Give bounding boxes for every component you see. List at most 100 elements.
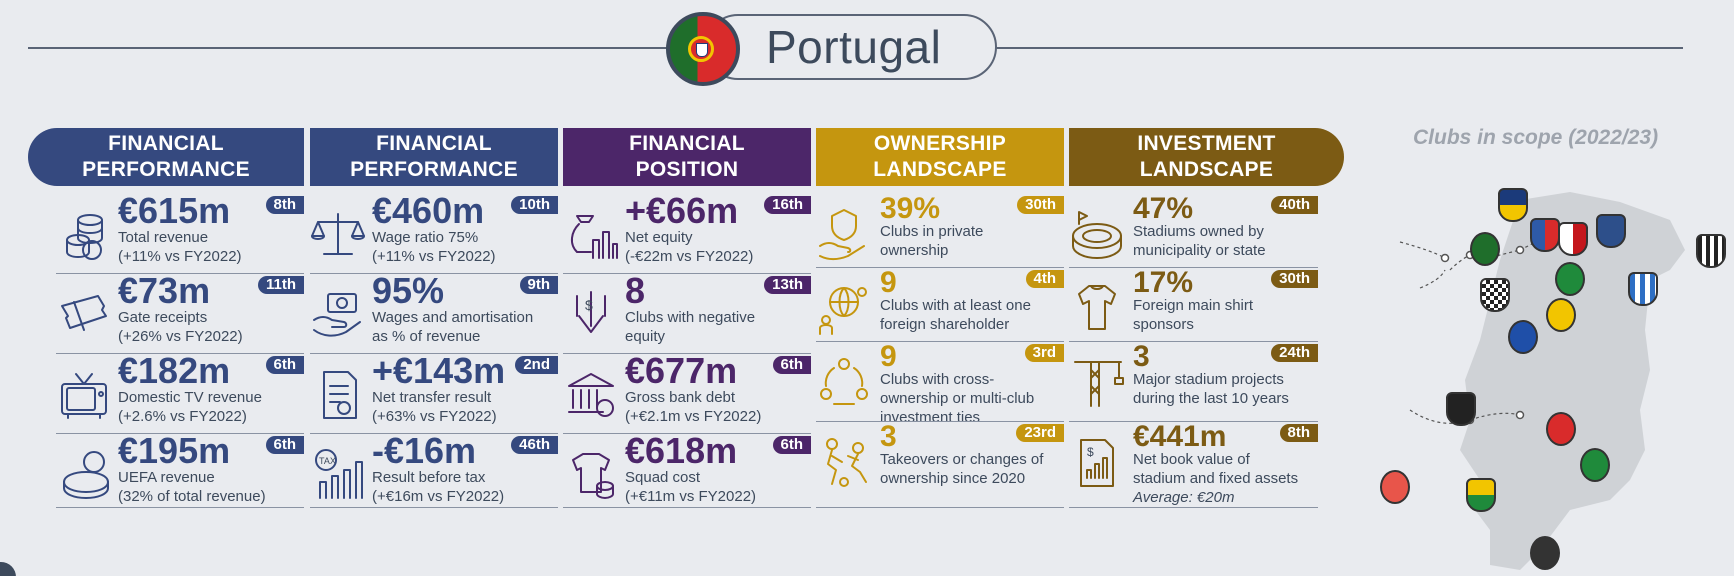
- kpi-row: €195m 6th UEFA revenue (32% of total revenu…: [56, 432, 304, 508]
- kpi-value: +€143m: [372, 350, 506, 391]
- rank-badge: 24th: [1271, 344, 1318, 362]
- club-crest-icon: [1530, 218, 1560, 252]
- club-crest-icon: [1555, 262, 1585, 296]
- kpi-row: 95% 9th Wages and amortisation as % of reve…: [310, 272, 558, 354]
- money-bag-chart-icon: [563, 206, 619, 262]
- globe-people-icon: [816, 280, 872, 336]
- kpi-row: €618m 6th Squad cost (+€11m vs FY2022): [563, 432, 811, 508]
- row-divider: [56, 352, 304, 354]
- rank-badge: 40th: [1271, 196, 1318, 214]
- kpi-description-line-2: (-€22m vs FY2022): [625, 248, 754, 265]
- kpi-value: 3: [880, 420, 897, 453]
- corner-decoration: [0, 562, 16, 576]
- shirt-icon: [1069, 280, 1125, 336]
- row-divider: [563, 352, 811, 354]
- kpi-description-line-1: Clubs in private: [880, 223, 984, 240]
- rank-badge: 9th: [519, 276, 558, 294]
- kpi-row: TAX -€16m 46th Result before tax (+€16m vs F…: [310, 432, 558, 508]
- kpi-row: 47% 40th Stadiums owned by municipality or …: [1069, 192, 1318, 268]
- club-crest-icon: [1470, 232, 1500, 266]
- row-divider: [816, 266, 1064, 268]
- television-icon: [56, 366, 112, 422]
- kpi-description-line-2: (+2.6% vs FY2022): [118, 408, 247, 425]
- document-icon: [310, 366, 366, 422]
- header-label: FINANCIAL PERFORMANCE: [350, 132, 518, 181]
- row-divider: [816, 506, 1064, 508]
- kpi-description-line-1: Major stadium projects: [1133, 371, 1284, 388]
- header-financial-performance-2: FINANCIAL PERFORMANCE: [310, 128, 558, 186]
- coins-icon: [56, 206, 112, 262]
- kpi-description-line-2: foreign shareholder: [880, 316, 1010, 333]
- kpi-description-line-1: Result before tax: [372, 469, 486, 486]
- club-crest-icon: [1596, 214, 1626, 248]
- kpi-description-line-2: as % of revenue: [372, 328, 481, 345]
- club-crest-icon: [1546, 298, 1576, 332]
- title-pill: [705, 14, 997, 80]
- document-chart-icon: $: [1069, 434, 1125, 490]
- svg-text:TAX: TAX: [319, 456, 336, 466]
- title-line-right: [995, 47, 1683, 49]
- row-divider: [1069, 340, 1318, 342]
- club-crest-icon: [1530, 536, 1560, 570]
- kpi-description-line-2: equity: [625, 328, 666, 345]
- club-crest-icon: [1696, 234, 1726, 268]
- kpi-description-line-1: Takeovers or changes of: [880, 451, 1044, 468]
- kpi-value: 39%: [880, 192, 941, 225]
- header-label: OWNERSHIP LANDSCAPE: [873, 132, 1007, 181]
- svg-text:$: $: [1087, 445, 1094, 459]
- kpi-description-line-1: Net book value of: [1133, 451, 1250, 468]
- header-investment-landscape: INVESTMENT LANDSCAPE: [1069, 128, 1344, 186]
- kpi-value: 47%: [1133, 192, 1194, 225]
- header-ownership-landscape: OWNERSHIP LANDSCAPE: [816, 128, 1064, 186]
- row-divider: [563, 432, 811, 434]
- row-divider: [310, 506, 558, 508]
- hand-money-icon: [310, 286, 366, 342]
- kpi-description-line-2: ownership: [880, 242, 949, 259]
- kpi-row: 9 4th Clubs with at least one foreign share…: [816, 266, 1064, 342]
- crane-icon: [1069, 354, 1125, 410]
- club-crest-icon: [1546, 412, 1576, 446]
- kpi-description-line-2: (32% of total revenue): [118, 488, 266, 505]
- club-crest-icon: [1580, 448, 1610, 482]
- kpi-row: 9 3rd Clubs with cross-ownership or multi-…: [816, 340, 1064, 426]
- header-financial-position: FINANCIAL POSITION: [563, 128, 811, 186]
- rank-badge: 6th: [265, 436, 304, 454]
- portugal-flag-icon: [666, 12, 740, 86]
- kpi-description-line-1: Squad cost: [625, 469, 701, 486]
- kpi-description-line-1: Clubs with at least one: [880, 297, 1031, 314]
- kpi-row: 3 24th Major stadium projects during the la…: [1069, 340, 1318, 422]
- header-label: FINANCIAL PERFORMANCE: [82, 132, 250, 181]
- kpi-description-line-1: Stadiums owned by: [1133, 223, 1264, 240]
- rank-badge: 2nd: [515, 356, 558, 374]
- club-crest-icon: [1446, 392, 1476, 426]
- rank-badge: 30th: [1017, 196, 1064, 214]
- kpi-value: €73m: [118, 270, 211, 311]
- rank-badge: 46th: [511, 436, 558, 454]
- kpi-value: €677m: [625, 350, 738, 391]
- kpi-value: 17%: [1133, 266, 1194, 299]
- kpi-row: 39% 30th Clubs in private ownership: [816, 192, 1064, 268]
- rank-badge: 11th: [257, 276, 304, 294]
- bank-icon: [563, 366, 619, 422]
- kpi-description-line-2: (+€2.1m vs FY2022): [625, 408, 762, 425]
- rank-badge: 4th: [1025, 270, 1064, 288]
- kpi-description-line-3: Average: €20m: [1133, 489, 1235, 506]
- row-divider: [310, 272, 558, 274]
- kpi-description-line-2: sponsors: [1133, 316, 1194, 333]
- kpi-value: 9: [880, 266, 897, 299]
- shield-hand-icon: [816, 206, 872, 262]
- kpi-description-line-2: ownership since 2020: [880, 470, 1026, 487]
- row-divider: [1069, 506, 1318, 508]
- kpi-value: €195m: [118, 430, 231, 471]
- svg-text:$: $: [585, 297, 593, 313]
- club-crest-icon: [1498, 188, 1528, 222]
- kpi-value: -€16m: [372, 430, 477, 471]
- kpi-description-line-2: (+€16m vs FY2022): [372, 488, 505, 505]
- kpi-description-line-2: municipality or state: [1133, 242, 1266, 259]
- rank-badge: 30th: [1271, 270, 1318, 288]
- kpi-description-line-1: Wages and amortisation: [372, 309, 534, 326]
- kpi-row: $8 13th Clubs with negative equity: [563, 272, 811, 354]
- kpi-value: €441m: [1133, 420, 1227, 453]
- kpi-value: 95%: [372, 270, 445, 311]
- rank-badge: 6th: [265, 356, 304, 374]
